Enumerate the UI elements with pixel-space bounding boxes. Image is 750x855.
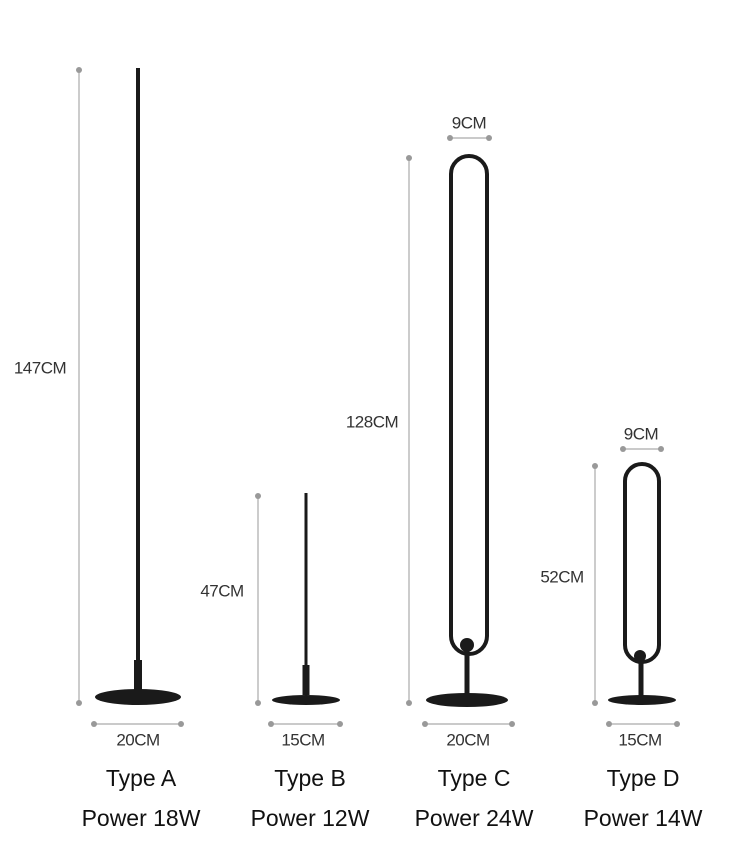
dimension-dot <box>422 721 428 727</box>
type-label: Type D <box>607 765 680 791</box>
power-label: Power 24W <box>415 805 534 831</box>
dimension-dot <box>620 446 626 452</box>
dimension-dot <box>606 721 612 727</box>
power-label: Power 14W <box>584 805 703 831</box>
height-label: 47CM <box>200 581 243 600</box>
dimension-dot <box>76 700 82 706</box>
dimension-dot <box>592 700 598 706</box>
dimension-dot <box>255 493 261 499</box>
base-width-label: 15CM <box>281 730 324 749</box>
dimension-dot <box>486 135 492 141</box>
lamp-a <box>95 68 181 705</box>
type-label: Type C <box>438 765 511 791</box>
dimension-dot <box>91 721 97 727</box>
dimension-dot <box>76 67 82 73</box>
type-label: Type B <box>274 765 346 791</box>
dimension-dot <box>255 700 261 706</box>
base-width-label: 20CM <box>116 730 159 749</box>
lamp-b <box>272 493 340 705</box>
height-label: 52CM <box>540 567 583 586</box>
dimension-dot <box>674 721 680 727</box>
lamp-d <box>608 462 676 705</box>
height-label: 128CM <box>346 412 398 431</box>
ring-width-label: 9CM <box>624 424 658 443</box>
dimension-dot <box>337 721 343 727</box>
lamp-c <box>426 154 508 707</box>
dimension-dot <box>592 463 598 469</box>
dimension-dot <box>658 446 664 452</box>
type-label: Type A <box>106 765 177 791</box>
height-label: 147CM <box>14 358 66 377</box>
labels: 147CM 20CM Type A Power 18W 47CM 15CM Type B Po… <box>14 67 703 831</box>
base-width-label: 15CM <box>618 730 661 749</box>
ring-width-label: 9CM <box>452 113 486 132</box>
dimension-dot <box>406 700 412 706</box>
power-label: Power 18W <box>82 805 201 831</box>
dimension-dot <box>406 155 412 161</box>
base-width-label: 20CM <box>446 730 489 749</box>
dimension-dot <box>447 135 453 141</box>
dimension-dot <box>268 721 274 727</box>
dimension-dot <box>178 721 184 727</box>
power-label: Power 12W <box>251 805 370 831</box>
dimension-dot <box>509 721 515 727</box>
